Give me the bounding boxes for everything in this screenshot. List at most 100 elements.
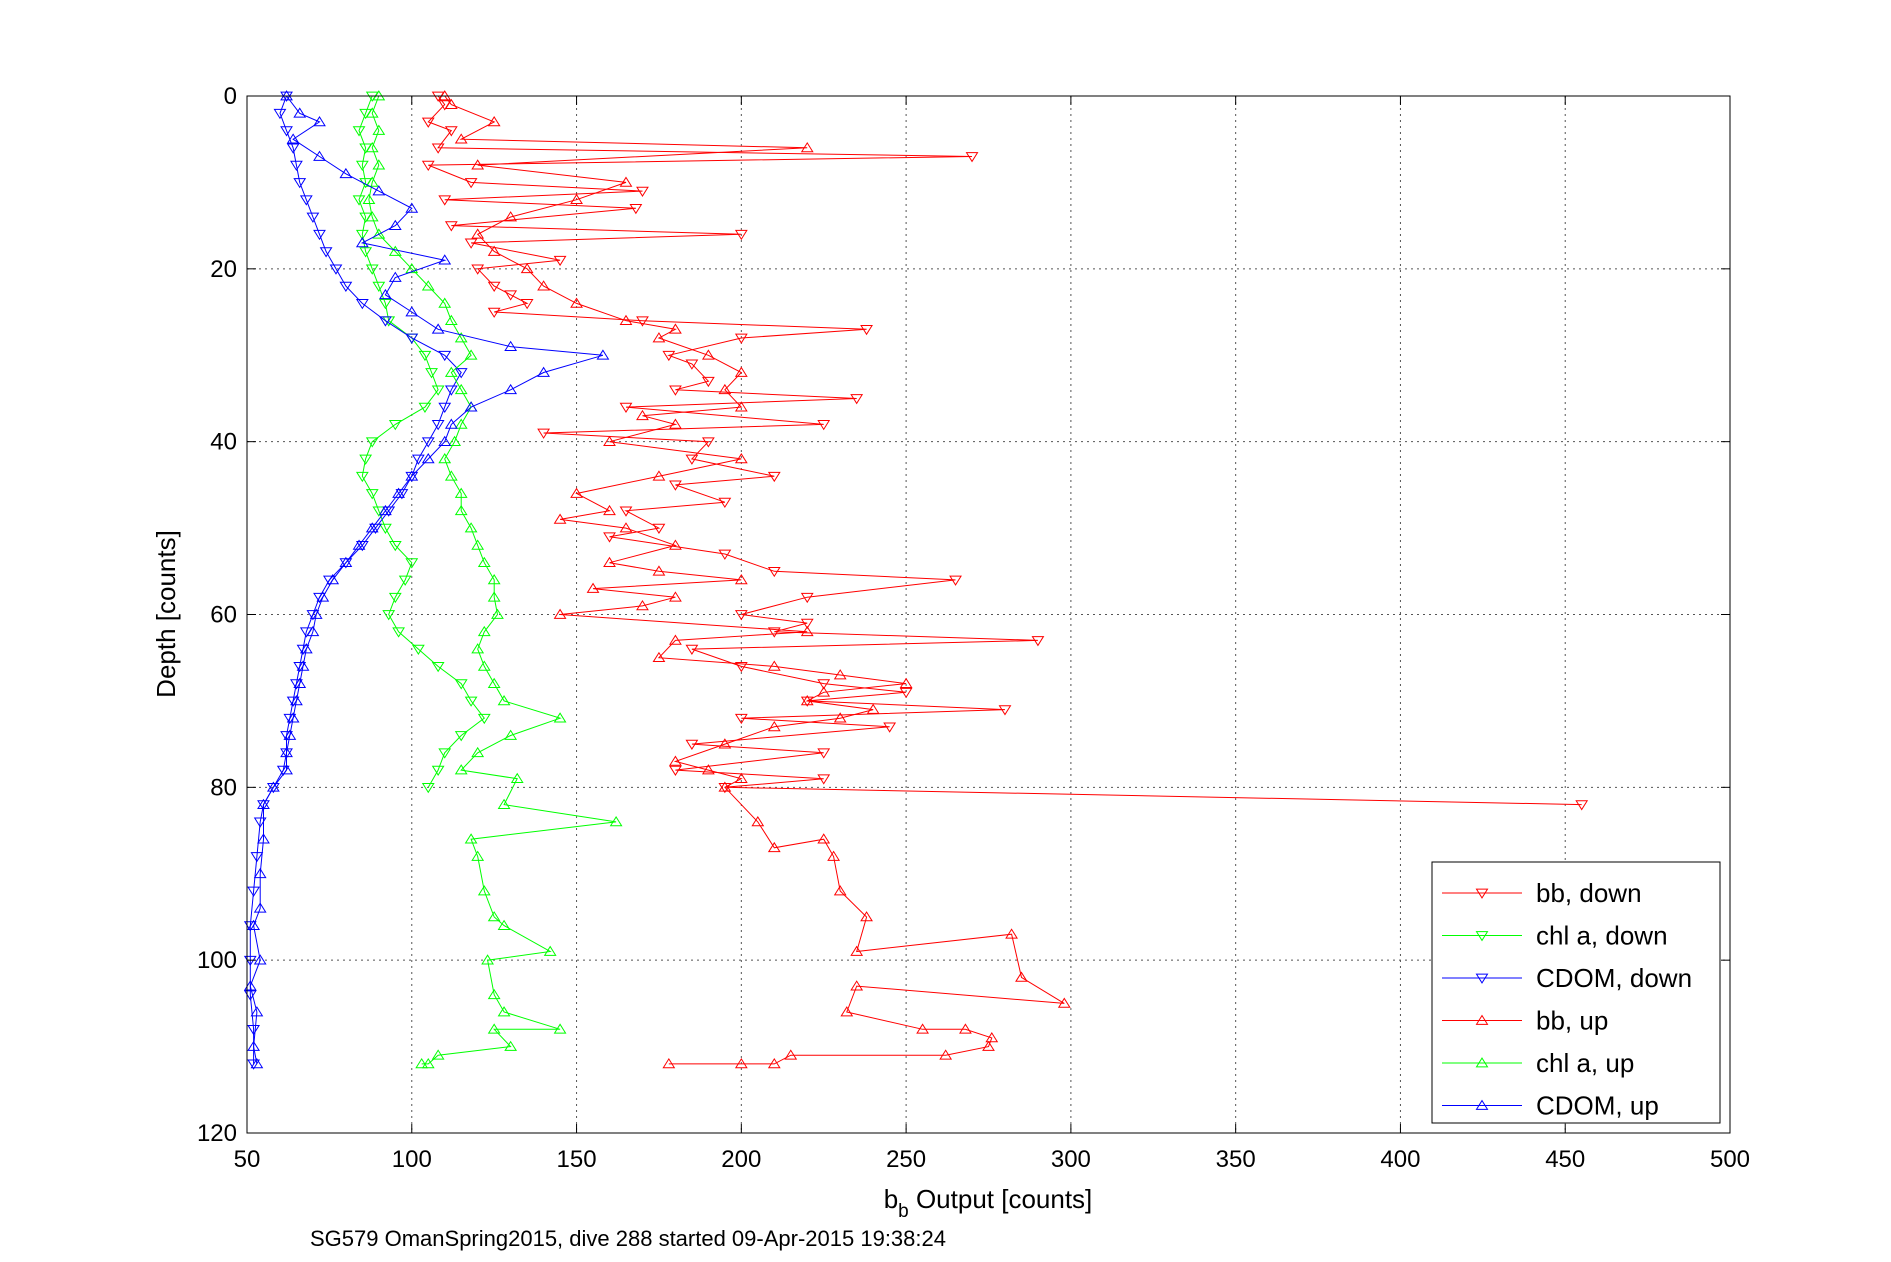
cdom-up-point — [250, 1057, 264, 1069]
bb-up-point — [652, 470, 666, 481]
cdom-up-point — [309, 608, 323, 619]
chl-a-down-point — [382, 610, 396, 621]
bb-up-point — [570, 193, 583, 205]
legend-bb-up-point — [1475, 1014, 1489, 1025]
x-tick-label: 50 — [234, 1146, 261, 1173]
cdom-up-point — [355, 237, 369, 248]
cdom-down-point — [379, 316, 392, 327]
chl-a-up-point — [471, 746, 485, 758]
legend-label: CDOM, down — [1536, 963, 1692, 993]
bb-down-point — [800, 592, 814, 604]
cdom-up-point — [257, 833, 270, 844]
chl-a-up-point — [444, 366, 458, 377]
series-chl-a-up — [362, 90, 623, 1069]
cdom-down-point — [247, 1024, 260, 1036]
bb-down-point — [685, 359, 699, 370]
bb-up-point — [959, 1023, 972, 1034]
bb-down-point — [444, 221, 458, 232]
cdom-up-point — [504, 340, 518, 351]
cdom-down-point — [243, 921, 257, 932]
cdom-down-point — [339, 281, 353, 293]
bb-up-point — [603, 504, 616, 516]
cdom-up-point — [392, 487, 405, 498]
bb-up-point — [636, 409, 649, 421]
chl-a-up-point — [365, 176, 379, 187]
bb-up-point — [444, 98, 458, 109]
bb-up-point — [454, 133, 468, 144]
chl-a-down-point — [355, 160, 369, 172]
chl-a-down-point — [411, 644, 425, 655]
cdom-up-point — [379, 288, 392, 300]
chl-a-up-point — [471, 643, 485, 654]
chl-a-up-point — [388, 245, 402, 256]
legend-cdom-up-point — [1475, 1099, 1489, 1110]
chl-a-up-point — [421, 280, 435, 291]
bb-down-point — [734, 610, 748, 621]
chl-a-down-point — [365, 437, 379, 448]
chl-a-up-point — [372, 159, 386, 170]
chl-a-up-point — [497, 1006, 511, 1017]
x-axis-label-main: b — [884, 1184, 898, 1214]
bb-up-point — [504, 211, 518, 222]
legend-bb-down-point — [1475, 888, 1489, 899]
chl-a-up-point — [365, 211, 379, 222]
chl-a-up-point — [454, 418, 468, 429]
chl-a-down-point — [477, 713, 491, 725]
cdom-up-point — [280, 90, 293, 101]
bb-down-point — [669, 385, 682, 396]
bb-down-point — [669, 480, 682, 491]
bb-down-point — [685, 644, 699, 655]
series-line-chl-a-up — [368, 95, 617, 1065]
bb-up-point — [985, 1032, 999, 1043]
chl-a-down-point — [388, 420, 402, 431]
bb-down-point — [471, 264, 485, 275]
cdom-down-point — [243, 955, 257, 967]
x-axis-label-subscript: b — [898, 1201, 909, 1222]
bb-up-point — [652, 332, 666, 343]
bb-up-point — [1057, 997, 1071, 1008]
bb-down-point — [438, 195, 452, 206]
bb-up-point — [734, 453, 748, 464]
bb-up-point — [800, 141, 814, 153]
bb-up-point — [784, 1049, 798, 1060]
bb-down-point — [421, 117, 435, 128]
bb-up-point — [734, 772, 748, 784]
bb-up-point — [619, 314, 633, 326]
bb-up-point — [817, 833, 831, 844]
bb-down-point — [965, 152, 979, 163]
chl-a-down-point — [359, 454, 373, 465]
cdom-up-point — [379, 504, 392, 516]
chl-a-down-point — [355, 471, 369, 483]
bb-up-point — [767, 660, 781, 671]
cdom-up-point — [326, 574, 340, 585]
cdom-down-point — [293, 178, 307, 189]
bb-up-point — [734, 1057, 748, 1069]
cdom-up-point — [464, 401, 478, 412]
legend-chl-a-up-point — [1475, 1057, 1489, 1068]
chl-a-down-point — [398, 575, 412, 586]
series-layer — [243, 90, 1589, 1070]
cdom-up-point — [365, 522, 379, 533]
bb-up-point — [570, 487, 583, 498]
cdom-up-point — [339, 167, 353, 179]
cdom-up-point — [299, 643, 313, 654]
bb-up-point — [734, 401, 748, 412]
chl-a-up-point — [372, 228, 386, 239]
legend-label: CDOM, up — [1536, 1091, 1659, 1121]
legend-box — [1431, 861, 1721, 1124]
chl-a-up-point — [444, 470, 458, 481]
cdom-down-point — [411, 454, 425, 465]
legend-item-cdom-down: CDOM, down — [1442, 963, 1692, 993]
cdom-down-point — [454, 368, 468, 379]
cdom-down-point — [280, 748, 293, 759]
bb-down-point — [817, 774, 831, 785]
cdom-down-point — [319, 247, 333, 258]
cdom-up-point — [253, 902, 267, 913]
chl-a-up-point — [543, 945, 557, 956]
chl-a-up-point — [405, 262, 419, 274]
cdom-up-point — [286, 133, 300, 144]
chl-a-down-point — [379, 299, 392, 310]
cdom-up-point — [504, 383, 518, 395]
bb-up-point — [520, 262, 534, 274]
bb-up-point — [734, 574, 748, 585]
